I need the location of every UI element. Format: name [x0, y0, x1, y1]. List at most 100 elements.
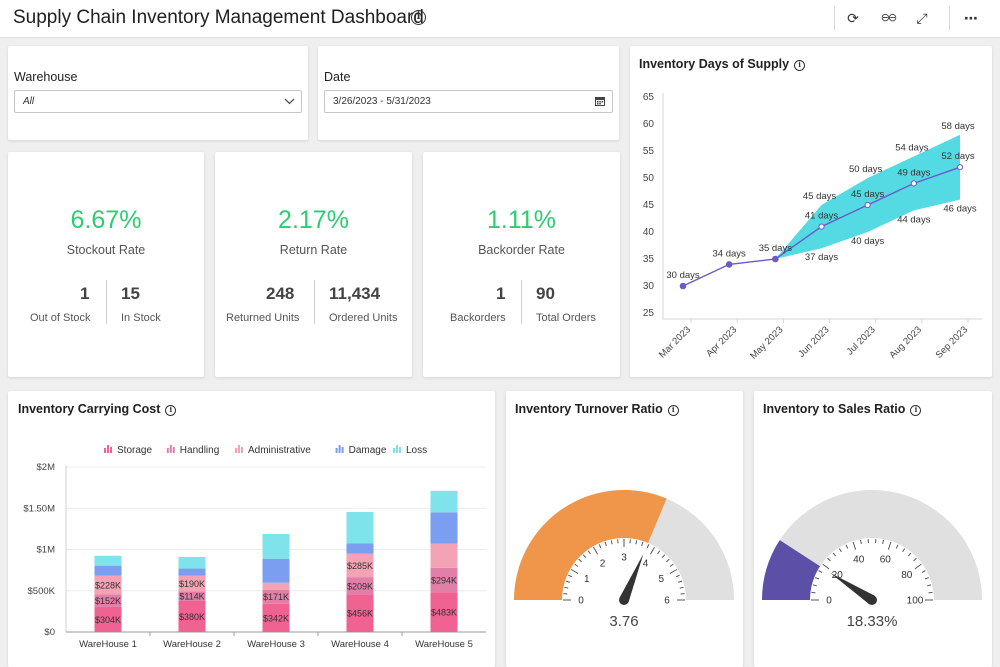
bar-segment-damage: [178, 568, 206, 576]
gauge-minor-tick: [564, 586, 569, 589]
x-tick-label: WareHouse 3: [247, 639, 305, 650]
info-icon[interactable]: i: [794, 60, 806, 71]
legend-label: Handling: [180, 445, 219, 456]
gauge-track: [762, 490, 982, 600]
date-range-value: 3/26/2023 - 5/31/2023: [333, 96, 431, 107]
backorders-label: Backorders: [450, 312, 506, 324]
gauge-minor-tick: [675, 574, 680, 578]
point-label: 45 days: [851, 189, 885, 200]
gauge-minor-tick: [895, 544, 899, 549]
gauge-minor-tick: [845, 544, 849, 549]
bar-segment-loss: [430, 490, 458, 513]
date-range-picker[interactable]: 3/26/2023 - 5/31/2023: [324, 90, 613, 113]
x-tick-label: WareHouse 1: [79, 639, 137, 650]
bar-data-label: $483K: [431, 608, 457, 618]
date-filter-label: Date: [324, 70, 351, 84]
carrying-cost-title: Inventory Carrying Cost i: [18, 402, 177, 416]
more-options-icon[interactable]: ⋯: [964, 10, 978, 26]
info-icon[interactable]: i: [165, 405, 177, 416]
data-point: [864, 201, 871, 209]
expand-icon[interactable]: ⤢: [916, 10, 928, 26]
return-rate-label: Return Rate: [279, 243, 348, 257]
days-of-supply-card: Inventory Days of Supply i 25 30 35 40 45 50 55…: [630, 46, 992, 377]
lower-bound-label: 44 days: [897, 214, 931, 225]
upper-bound-label: 50 days: [849, 164, 883, 175]
warehouse-filter-label: Warehouse: [14, 70, 78, 84]
bar-data-label: $294K: [431, 576, 457, 586]
gauge-tick-label: 40: [853, 555, 865, 566]
point-label: 49 days: [897, 167, 931, 178]
bar-segment-loss: [178, 557, 206, 569]
gauge-value: 18.33%: [847, 613, 898, 630]
legend-item: Administrative: [235, 445, 311, 456]
gauge-minor-tick: [882, 539, 884, 545]
bar-segment-damage: [346, 543, 374, 554]
legend-swatch: [241, 447, 243, 453]
carrying-cost-chart: Storage Handling Administrative Damage Loss $…: [23, 445, 486, 650]
sales-ratio-title-text: Inventory to Sales Ratio: [763, 402, 906, 416]
y-tick-label: 65: [643, 92, 655, 103]
legend-label: Administrative: [248, 445, 311, 456]
turnover-ratio-card: Inventory Turnover Ratio i 0 1 2 3 4 5 6 3.76: [506, 391, 743, 667]
gauge-tick-label: 0: [578, 596, 584, 607]
glasses-icon[interactable]: ⊖⊖: [880, 12, 897, 24]
gauge-minor-tick: [574, 563, 579, 567]
turnover-ratio-gauge: 012 3 456 3.76: [514, 490, 734, 630]
gauge-minor-tick: [838, 548, 842, 553]
calendar-icon[interactable]: [595, 96, 605, 106]
gauge-minor-tick: [902, 548, 906, 553]
refresh-icon[interactable]: ⟳: [847, 10, 859, 26]
warehouse-dropdown[interactable]: All: [14, 90, 302, 113]
legend-swatch: [172, 447, 175, 453]
info-icon[interactable]: i: [667, 405, 679, 416]
upper-bound-label: 54 days: [895, 142, 929, 153]
gauge-value: 3.76: [609, 613, 638, 630]
gauge-minor-tick: [610, 540, 613, 545]
bar-segment-handling: [178, 591, 206, 601]
gauge-minor-tick: [913, 557, 917, 562]
turnover-ratio-title: Inventory Turnover Ratio i: [515, 402, 679, 416]
bar-segment-administrative: [178, 575, 206, 592]
y-tick-label: 25: [643, 308, 655, 319]
gauge-minor-tick: [587, 550, 591, 555]
chevron-down-icon: [284, 98, 295, 105]
gauge-needle-hub: [867, 595, 877, 605]
turnover-ratio-title-text: Inventory Turnover Ratio: [515, 402, 663, 416]
gauge-tick-label: 0: [826, 596, 832, 607]
y-tick-label: 50: [643, 173, 655, 184]
data-point: [910, 180, 917, 187]
bar-segment-damage: [262, 558, 290, 583]
upper-bound-label: 58 days: [941, 121, 975, 132]
legend-swatch: [341, 447, 344, 453]
bar-data-label: $456K: [347, 609, 373, 619]
bar-segment-storage: [346, 594, 374, 632]
gauge-major-tick: [650, 546, 655, 555]
gauge-needle: [619, 553, 644, 602]
days-of-supply-title: Inventory Days of Supply i: [639, 57, 806, 71]
bar-segment-handling: [346, 577, 374, 595]
warehouse-dropdown-value: All: [23, 96, 35, 107]
bar-segment-damage: [430, 512, 458, 544]
gauge-minor-tick: [812, 584, 817, 587]
gauge-tick-label: 80: [901, 570, 913, 581]
bar-segment-administrative: [346, 553, 374, 578]
legend-swatch: [396, 445, 398, 453]
bar-data-label: $228K: [95, 580, 121, 590]
gauge-minor-tick: [678, 580, 683, 583]
y-tick-label: 35: [643, 254, 655, 265]
header-divider: [949, 6, 950, 30]
kpi-divider: [521, 280, 522, 324]
gauge-major-tick: [669, 569, 678, 574]
y-tick-label: 30: [643, 281, 655, 292]
gauge-minor-tick: [832, 552, 837, 557]
info-icon[interactable]: i: [411, 10, 426, 25]
out-of-stock-count: 1: [80, 284, 90, 303]
gauge-minor-tick: [565, 580, 570, 583]
legend-item: Damage: [335, 445, 387, 456]
x-tick-label: May 2023: [748, 324, 785, 361]
bar-segment-administrative: [262, 582, 290, 590]
bar-segment-loss: [262, 533, 290, 559]
bar-data-label: $190K: [179, 579, 205, 589]
info-icon[interactable]: i: [910, 405, 922, 416]
backorder-rate-label: Backorder Rate: [478, 243, 565, 257]
